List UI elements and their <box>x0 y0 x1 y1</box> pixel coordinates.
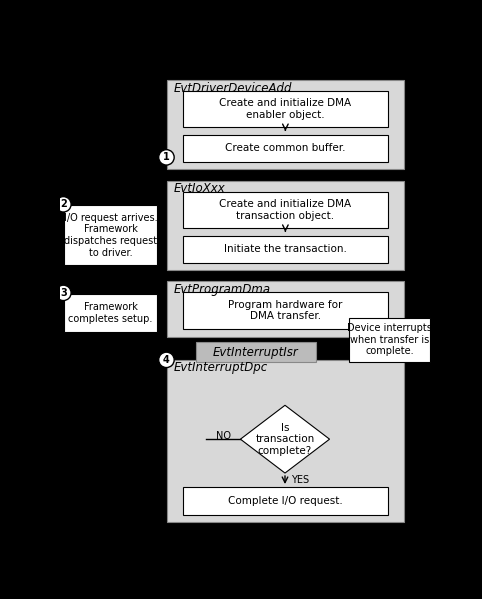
Text: Create and initialize DMA
transaction object.: Create and initialize DMA transaction ob… <box>219 199 351 221</box>
Text: EvtDriverDeviceAdd: EvtDriverDeviceAdd <box>174 81 292 95</box>
Bar <box>183 487 388 515</box>
Circle shape <box>159 352 174 368</box>
Text: 3: 3 <box>60 288 67 298</box>
Circle shape <box>55 285 71 301</box>
Polygon shape <box>241 406 330 473</box>
Text: YES: YES <box>292 475 309 485</box>
Text: I/O request arrives.
Framework
dispatches request
to driver.: I/O request arrives. Framework dispatche… <box>64 213 158 258</box>
Bar <box>196 342 316 362</box>
Bar <box>183 292 388 329</box>
Text: Is
transaction
complete?: Is transaction complete? <box>255 422 315 456</box>
Bar <box>167 360 403 522</box>
Circle shape <box>159 150 174 165</box>
Text: 4: 4 <box>163 355 170 365</box>
Text: Framework
completes setup.: Framework completes setup. <box>68 302 153 323</box>
Bar <box>64 205 157 265</box>
Text: Initiate the transaction.: Initiate the transaction. <box>224 244 347 255</box>
Bar <box>183 192 388 228</box>
Text: EvtInterruptIsr: EvtInterruptIsr <box>213 346 299 359</box>
Text: EvtIoXxx: EvtIoXxx <box>174 183 225 195</box>
Text: Program hardware for
DMA transfer.: Program hardware for DMA transfer. <box>228 300 343 322</box>
Bar <box>183 91 388 128</box>
Text: EvtProgramDma: EvtProgramDma <box>174 283 270 295</box>
Circle shape <box>55 196 71 212</box>
Bar <box>64 294 157 332</box>
Bar <box>349 317 430 362</box>
Text: Create and initialize DMA
enabler object.: Create and initialize DMA enabler object… <box>219 98 351 120</box>
Bar <box>167 80 403 169</box>
Text: Create common buffer.: Create common buffer. <box>225 144 346 153</box>
Bar <box>183 135 388 162</box>
Text: 2: 2 <box>60 199 67 209</box>
Text: Device interrupts
when transfer is
complete.: Device interrupts when transfer is compl… <box>347 323 432 356</box>
Text: Complete I/O request.: Complete I/O request. <box>228 496 343 506</box>
Text: NO: NO <box>216 431 231 441</box>
Bar <box>183 236 388 263</box>
Bar <box>167 282 403 337</box>
Text: 1: 1 <box>163 152 170 162</box>
Text: EvtInterruptDpc: EvtInterruptDpc <box>174 361 268 374</box>
Bar <box>167 181 403 270</box>
